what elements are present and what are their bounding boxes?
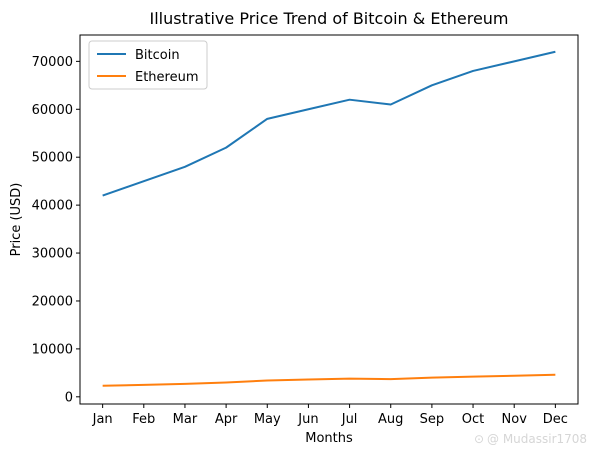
y-tick-label: 70000 — [32, 55, 73, 70]
y-axis-title: Price (USD) — [9, 183, 24, 257]
x-tick-label: Feb — [132, 412, 155, 427]
watermark-text: @ Mudassir1708 — [487, 432, 587, 446]
x-tick-label: Dec — [543, 412, 568, 427]
x-tick-label: Jan — [92, 412, 113, 427]
y-axis: 0 10000 20000 30000 40000 50000 60000 70000 — [32, 55, 80, 405]
x-tick-label: Jun — [297, 412, 318, 427]
legend: Bitcoin Ethereum — [88, 40, 208, 90]
series-line-ethereum — [102, 373, 556, 387]
x-tick-label: Oct — [462, 412, 484, 427]
plot-area-frame — [79, 34, 579, 405]
x-axis: Jan Feb Mar Apr May Jun Jul Aug Sep Oct Nov Dec — [92, 404, 568, 427]
x-tick-label: Jul — [341, 412, 358, 427]
y-tick-label: 0 — [65, 390, 73, 405]
series-line-bitcoin — [102, 50, 556, 197]
y-tick-label: 50000 — [32, 151, 73, 166]
x-tick-label: Mar — [173, 412, 198, 427]
y-tick-label: 20000 — [32, 294, 73, 309]
x-tick-label: Aug — [378, 412, 403, 427]
chart-title: Illustrative Price Trend of Bitcoin & Et… — [149, 9, 508, 28]
x-axis-title: Months — [305, 431, 353, 446]
watermark-icon: ⊙ — [474, 432, 484, 446]
legend-label-bitcoin: Bitcoin — [135, 48, 180, 63]
x-tick-label: Nov — [502, 412, 528, 427]
y-tick-label: 40000 — [32, 199, 73, 214]
y-tick-label: 60000 — [32, 103, 73, 118]
y-tick-label: 10000 — [32, 342, 73, 357]
watermark: ⊙ @ Mudassir1708 — [474, 432, 587, 446]
legend-label-ethereum: Ethereum — [135, 70, 199, 85]
y-tick-label: 30000 — [32, 247, 73, 262]
x-tick-label: Apr — [215, 412, 238, 427]
series-layer — [102, 50, 556, 387]
x-tick-label: Sep — [420, 412, 445, 427]
x-tick-label: May — [254, 412, 281, 427]
